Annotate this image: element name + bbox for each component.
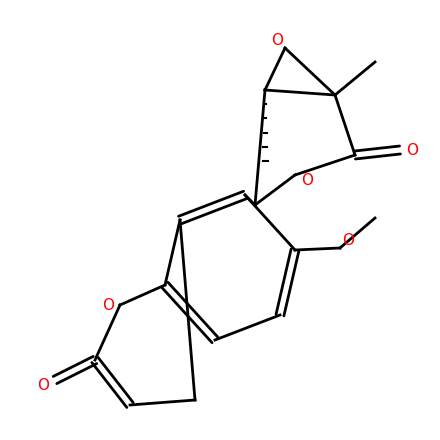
Text: O: O bbox=[37, 378, 49, 392]
Text: O: O bbox=[271, 33, 283, 48]
Text: O: O bbox=[342, 232, 354, 247]
Text: O: O bbox=[406, 143, 418, 158]
Text: O: O bbox=[102, 297, 114, 312]
Text: O: O bbox=[301, 172, 313, 187]
